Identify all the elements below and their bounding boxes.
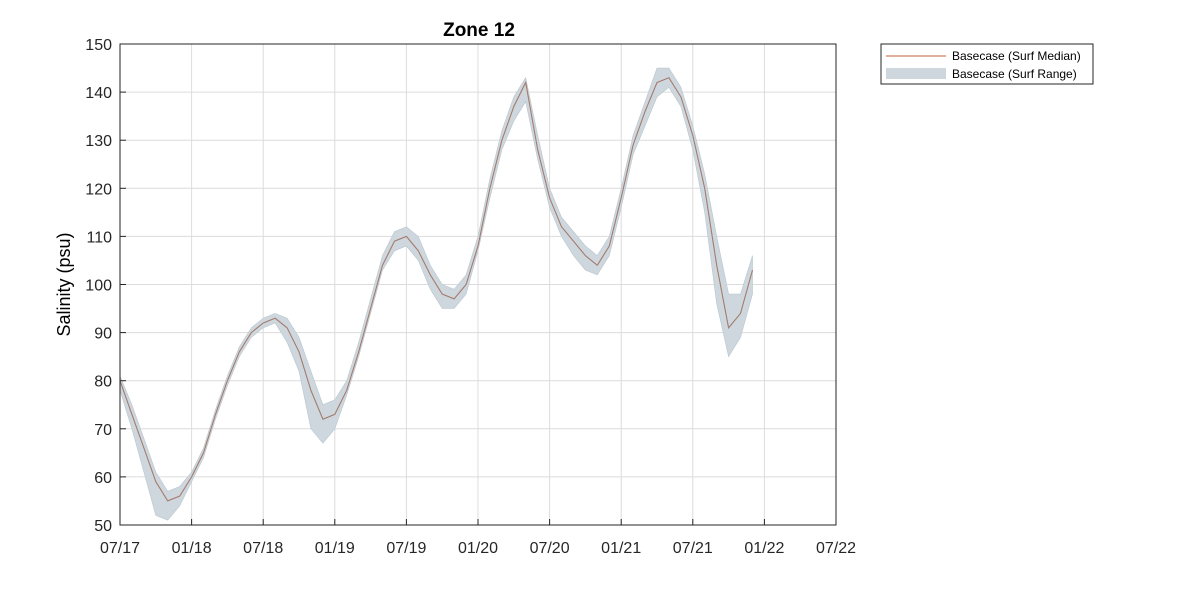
grid bbox=[120, 44, 836, 525]
range-band-layer bbox=[119, 67, 753, 521]
y-tick-label: 140 bbox=[85, 85, 112, 102]
median-line-layer bbox=[119, 77, 753, 502]
y-tick-label: 90 bbox=[94, 326, 112, 343]
y-tick-label: 130 bbox=[85, 133, 112, 150]
y-tick-label: 60 bbox=[94, 470, 112, 487]
x-tick-label: 07/20 bbox=[530, 540, 570, 557]
legend-label-range: Basecase (Surf Range) bbox=[952, 67, 1077, 81]
y-axis-title: Salinity (psu) bbox=[54, 232, 74, 336]
y-tick-label: 50 bbox=[94, 518, 112, 535]
surf-range-band bbox=[119, 67, 753, 521]
x-tick-label: 01/19 bbox=[315, 540, 355, 557]
legend-range-swatch bbox=[886, 68, 946, 79]
x-tick-label: 01/18 bbox=[172, 540, 212, 557]
y-tick-label: 100 bbox=[85, 278, 112, 295]
x-tick-label: 01/20 bbox=[458, 540, 498, 557]
x-tick-label: 07/22 bbox=[816, 540, 856, 557]
x-tick-label: 01/22 bbox=[744, 540, 784, 557]
y-tick-label: 70 bbox=[94, 422, 112, 439]
surf-median-line-overlay bbox=[119, 77, 753, 502]
y-tick-label: 120 bbox=[85, 181, 112, 198]
x-tick-label: 07/19 bbox=[386, 540, 426, 557]
x-axis-ticks: 07/17 01/18 07/18 01/19 07/19 01/20 07/20 01/21… bbox=[100, 519, 856, 557]
chart-title: Zone 12 bbox=[443, 20, 515, 41]
x-tick-label: 01/21 bbox=[601, 540, 641, 557]
y-tick-label: 110 bbox=[86, 229, 112, 246]
x-tick-label: 07/17 bbox=[100, 540, 140, 557]
legend-label-median: Basecase (Surf Median) bbox=[952, 49, 1081, 63]
x-tick-label: 07/21 bbox=[673, 540, 713, 557]
legend: Basecase (Surf Median) Basecase (Surf Ra… bbox=[880, 43, 1094, 85]
y-tick-label: 80 bbox=[94, 374, 112, 391]
x-tick-label: 07/18 bbox=[243, 540, 283, 557]
y-tick-label: 150 bbox=[85, 37, 112, 54]
y-axis-ticks: 50 60 70 80 90 100 110 120 130 140 150 bbox=[85, 37, 126, 535]
